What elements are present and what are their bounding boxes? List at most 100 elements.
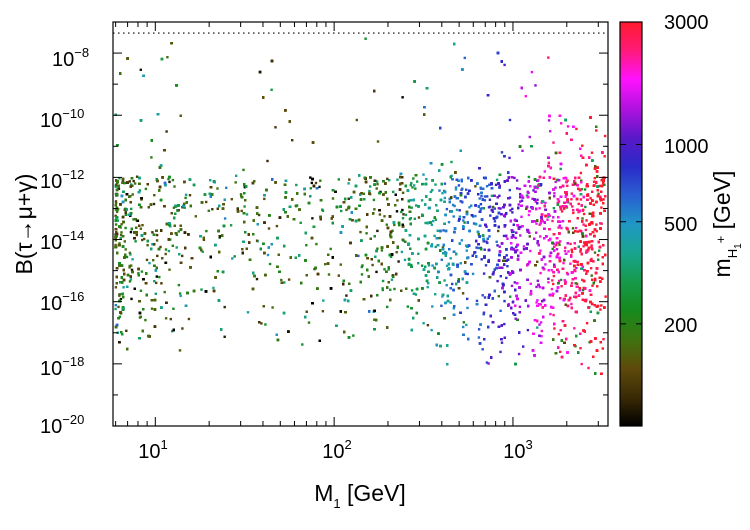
scatter-point — [536, 242, 539, 245]
scatter-point — [422, 322, 425, 325]
scatter-point — [512, 223, 515, 226]
scatter-point — [486, 241, 489, 245]
scatter-point — [527, 175, 531, 179]
scatter-point — [582, 286, 585, 290]
scatter-point — [413, 217, 416, 220]
scatter-point — [167, 249, 171, 253]
scatter-point — [570, 255, 573, 258]
scatter-point — [427, 264, 431, 267]
scatter-point — [164, 252, 167, 256]
scatter-point — [559, 278, 563, 282]
scatter-point — [212, 286, 215, 290]
scatter-point — [381, 288, 384, 292]
scatter-point — [470, 204, 473, 207]
scatter-point — [310, 181, 313, 185]
scatter-point — [412, 177, 415, 180]
scatter-point — [603, 134, 607, 138]
scatter-point — [517, 352, 521, 356]
scatter-point — [579, 198, 583, 201]
scatter-point — [388, 179, 391, 182]
scatter-point — [591, 190, 594, 193]
scatter-point — [590, 151, 594, 154]
scatter-point — [263, 197, 266, 201]
scatter-point — [145, 258, 149, 262]
scatter-point — [583, 241, 586, 244]
scatter-point — [430, 223, 433, 226]
scatter-point — [544, 201, 547, 205]
scatter-point — [554, 180, 557, 184]
scatter-point — [401, 96, 404, 99]
scatter-point — [519, 225, 522, 229]
scatter-point — [140, 270, 144, 273]
scatter-point — [477, 336, 481, 339]
scatter-point — [118, 293, 121, 296]
scatter-point — [152, 202, 156, 206]
scatter-point — [340, 209, 343, 213]
scatter-point — [489, 214, 492, 217]
scatter-point — [390, 278, 394, 281]
scatter-point — [337, 178, 340, 181]
scatter-point — [579, 347, 582, 350]
scatter-point — [114, 243, 117, 247]
scatter-point — [575, 127, 578, 131]
scatter-point — [498, 245, 501, 248]
scatter-point — [417, 262, 420, 265]
scatter-point — [451, 282, 454, 286]
scatter-point — [121, 180, 125, 183]
scatter-point — [187, 317, 191, 321]
scatter-point — [499, 350, 502, 354]
scatter-point — [434, 183, 437, 186]
scatter-point — [385, 223, 388, 226]
scatter-point — [414, 187, 417, 190]
scatter-point — [114, 286, 118, 289]
scatter-point — [565, 200, 569, 204]
scatter-point — [201, 250, 204, 253]
scatter-point — [177, 230, 180, 233]
scatter-point — [361, 264, 364, 267]
scatter-point — [301, 343, 304, 346]
scatter-point — [125, 255, 129, 259]
scatter-point — [200, 288, 203, 291]
scatter-point — [520, 199, 524, 202]
scatter-point — [283, 281, 286, 284]
scatter-point — [449, 210, 452, 213]
scatter-point — [309, 187, 312, 190]
scatter-point — [506, 265, 509, 268]
scatter-point — [563, 249, 567, 253]
scatter-point — [163, 290, 166, 294]
scatter-point — [547, 161, 550, 164]
scatter-point — [243, 186, 246, 189]
scatter-point — [528, 135, 531, 139]
scatter-point — [396, 199, 399, 202]
scatter-point — [391, 229, 394, 232]
scatter-point — [184, 196, 187, 200]
scatter-point — [536, 299, 539, 302]
scatter-point — [128, 266, 131, 269]
scatter-point — [169, 238, 172, 241]
scatter-point — [311, 217, 314, 220]
scatter-point — [245, 213, 249, 216]
scatter-point — [477, 246, 480, 250]
scatter-point — [543, 170, 546, 173]
scatter-point — [194, 215, 197, 218]
scatter-point — [427, 282, 430, 285]
scatter-point — [410, 206, 413, 209]
scatter-point — [535, 222, 538, 225]
scatter-point — [360, 265, 363, 269]
scatter-point — [179, 294, 182, 298]
scatter-point — [485, 361, 489, 364]
scatter-point — [223, 217, 227, 220]
scatter-point — [307, 321, 311, 324]
scatter-point — [299, 221, 302, 224]
scatter-point — [324, 263, 327, 266]
scatter-point — [424, 221, 427, 225]
scatter-point — [487, 362, 490, 365]
scatter-point — [360, 273, 364, 276]
scatter-point — [114, 200, 118, 203]
scatter-point — [575, 282, 579, 285]
scatter-point — [260, 322, 263, 325]
scatter-point — [468, 206, 471, 209]
scatter-point — [511, 207, 514, 211]
scatter-point — [511, 301, 515, 304]
scatter-point — [514, 236, 517, 240]
